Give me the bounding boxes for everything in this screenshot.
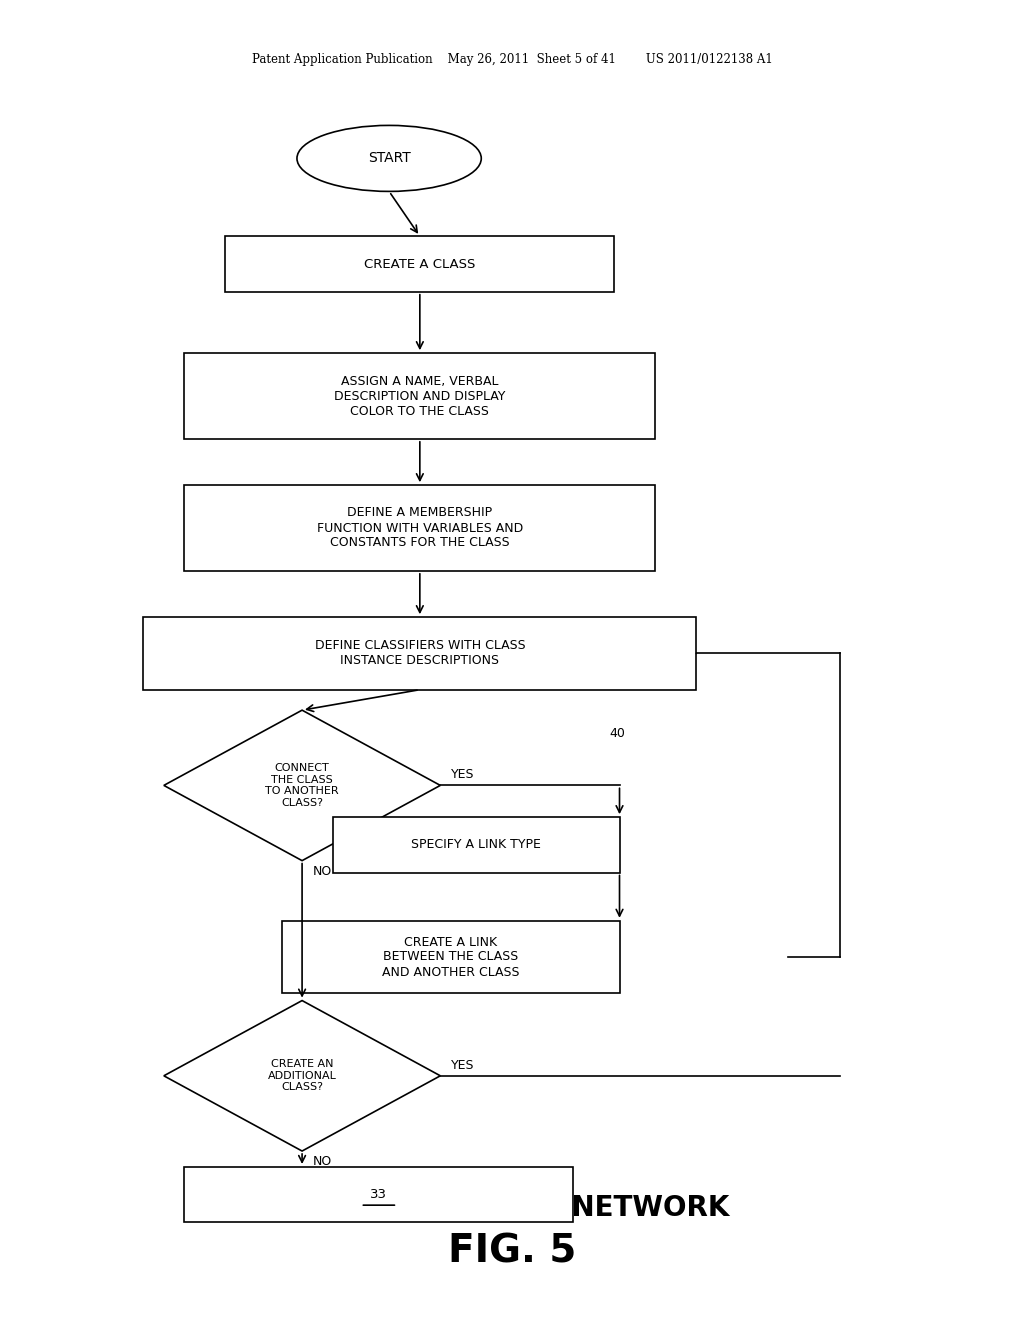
Text: ASSIGN A NAME, VERBAL
DESCRIPTION AND DISPLAY
COLOR TO THE CLASS: ASSIGN A NAME, VERBAL DESCRIPTION AND DI… xyxy=(334,375,506,417)
Text: DEFINE A MEMBERSHIP
FUNCTION WITH VARIABLES AND
CONSTANTS FOR THE CLASS: DEFINE A MEMBERSHIP FUNCTION WITH VARIAB… xyxy=(316,507,523,549)
Text: START: START xyxy=(368,152,411,165)
Text: CREATE A CLASS: CREATE A CLASS xyxy=(365,257,475,271)
Text: NO: NO xyxy=(312,1155,332,1168)
Polygon shape xyxy=(164,710,440,861)
FancyBboxPatch shape xyxy=(184,484,655,570)
Text: YES: YES xyxy=(451,768,474,781)
FancyBboxPatch shape xyxy=(333,817,620,873)
Text: Patent Application Publication    May 26, 2011  Sheet 5 of 41        US 2011/012: Patent Application Publication May 26, 2… xyxy=(252,53,772,66)
Text: 33: 33 xyxy=(371,1188,387,1201)
FancyBboxPatch shape xyxy=(225,236,614,292)
Text: CONNECT
THE CLASS
TO ANOTHER
CLASS?: CONNECT THE CLASS TO ANOTHER CLASS? xyxy=(265,763,339,808)
FancyBboxPatch shape xyxy=(282,921,620,993)
Ellipse shape xyxy=(297,125,481,191)
Polygon shape xyxy=(164,1001,440,1151)
Text: CREATE AN
ADDITIONAL
CLASS?: CREATE AN ADDITIONAL CLASS? xyxy=(267,1059,337,1093)
Text: CREATE A LINK
BETWEEN THE CLASS
AND ANOTHER CLASS: CREATE A LINK BETWEEN THE CLASS AND ANOT… xyxy=(382,936,519,978)
Text: NO: NO xyxy=(312,865,332,878)
FancyBboxPatch shape xyxy=(184,354,655,438)
Text: FIG. 5: FIG. 5 xyxy=(447,1233,577,1270)
FancyBboxPatch shape xyxy=(143,618,696,689)
Text: SPECIFY A LINK TYPE: SPECIFY A LINK TYPE xyxy=(412,838,541,851)
FancyBboxPatch shape xyxy=(184,1167,573,1222)
Text: 40: 40 xyxy=(609,727,626,741)
Text: SPECIFY A CLASS NETWORK: SPECIFY A CLASS NETWORK xyxy=(294,1193,730,1222)
Text: DEFINE CLASSIFIERS WITH CLASS
INSTANCE DESCRIPTIONS: DEFINE CLASSIFIERS WITH CLASS INSTANCE D… xyxy=(314,639,525,668)
Text: YES: YES xyxy=(451,1059,474,1072)
